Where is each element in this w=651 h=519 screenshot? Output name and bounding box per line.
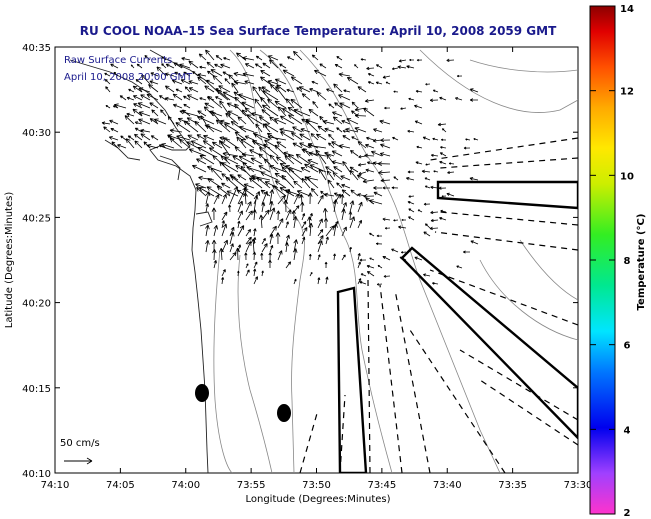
coverage-box-east (436, 180, 578, 210)
y-tick-label: 40:15 (22, 384, 51, 395)
x-tick-label: 74:05 (106, 480, 135, 491)
y-tick-label: 40:30 (22, 128, 51, 139)
y-tick-label: 40:25 (22, 213, 51, 224)
colorbar-tick-label: 10 (620, 171, 634, 182)
map-title: RU COOL NOAA–15 Sea Surface Temperature:… (80, 24, 557, 38)
overlay-timestamp: April 10, 2008 20:00 GMT (64, 72, 193, 83)
coverage-box-southeast (400, 246, 578, 440)
axis-ticks: 74:10 74:05 74:00 73:55 73:50 73:45 73:40 73:35… (22, 43, 592, 491)
colorbar-tick-label: 14 (620, 4, 634, 15)
x-tick-label: 73:40 (433, 480, 462, 491)
current-vectors (101, 49, 479, 286)
coverage-box-south (336, 286, 368, 473)
x-tick-label: 73:30 (564, 480, 593, 491)
colorbar-tick-label: 4 (624, 425, 631, 436)
y-tick-label: 40:10 (22, 469, 51, 480)
overlay-title: Raw Surface Currents (64, 55, 172, 66)
colorbar-tick-label: 8 (624, 256, 631, 267)
y-tick-label: 40:35 (22, 43, 51, 54)
colorbar-tick-label: 12 (620, 87, 634, 98)
coverage-boxes (336, 180, 578, 473)
coastline (69, 49, 229, 473)
colorbar-tick-label: 6 (624, 341, 631, 352)
x-tick-label: 74:10 (41, 480, 70, 491)
x-tick-label: 73:45 (367, 480, 396, 491)
scale-label: 50 cm/s (60, 438, 100, 449)
y-tick-label: 40:20 (22, 299, 51, 310)
x-tick-label: 73:35 (498, 480, 527, 491)
x-tick-label: 73:55 (237, 480, 266, 491)
scale-arrow (64, 457, 93, 465)
x-tick-label: 74:00 (171, 480, 200, 491)
radial-dashed-lines (299, 137, 578, 473)
y-axis-label: Latitude (Degrees:Minutes) (4, 192, 15, 329)
plot-area (54, 46, 579, 474)
colorbar-tick-label: 2 (624, 508, 631, 519)
station-marker (195, 384, 209, 402)
x-tick-label: 73:50 (302, 480, 331, 491)
colorbar-label: Temperature (°C) (636, 214, 647, 311)
station-marker (277, 404, 291, 422)
colorbar-ticks: 2 4 6 8 10 12 14 (590, 4, 634, 519)
x-axis-label: Longitude (Degrees:Minutes) (245, 494, 390, 505)
